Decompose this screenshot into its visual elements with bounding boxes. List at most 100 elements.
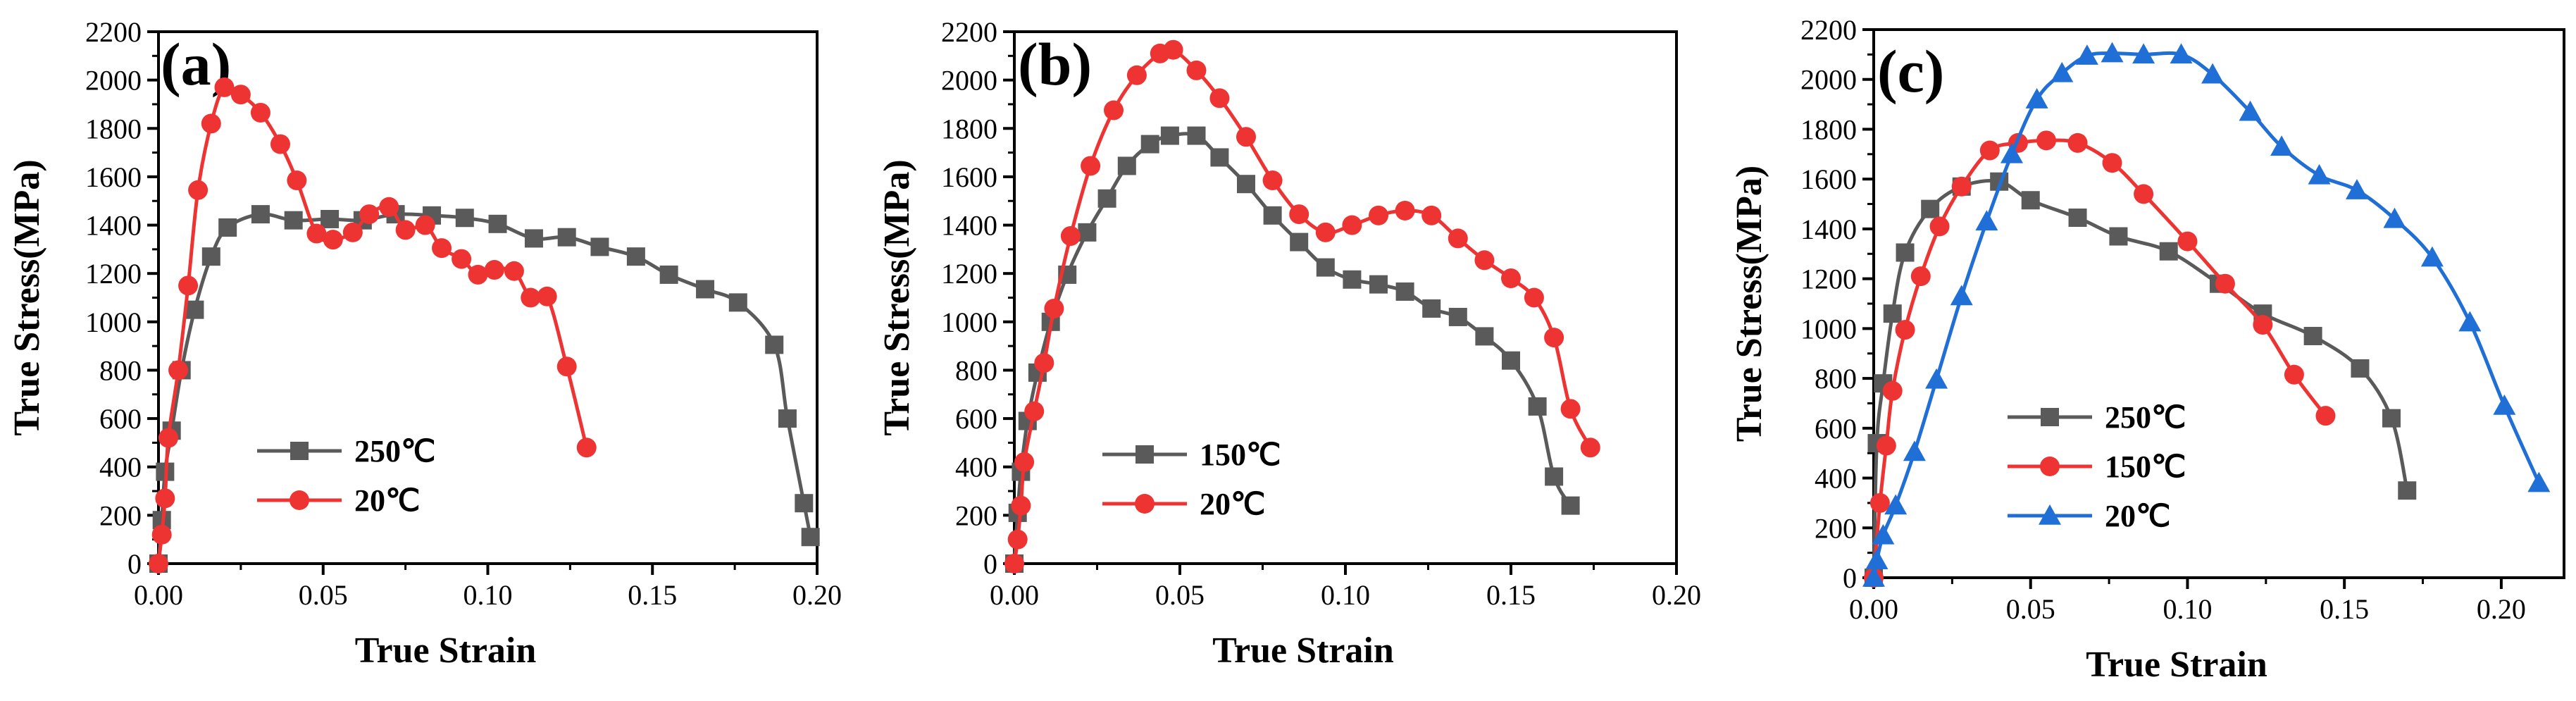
series-line [1872,179,2409,578]
data-point [1422,299,1441,318]
data-point [2315,406,2336,426]
data-point [2253,315,2273,335]
data-point [201,247,220,266]
legend-marker [1135,494,1155,514]
y-axis-title: True Stress(MPa) [1729,166,1769,442]
data-point [1869,492,1890,513]
y-tick-label: 0 [1843,562,1857,594]
data-point [1263,206,1282,225]
data-point [801,528,820,547]
data-point [2284,364,2304,385]
data-point [2036,130,2056,151]
data-point [395,220,416,240]
data-point [1126,65,1147,85]
y-tick-label: 2200 [1800,14,1857,46]
data-point [1474,250,1495,271]
data-point [2051,61,2074,82]
data-point [379,197,399,217]
data-point [2215,273,2235,294]
data-point [284,211,303,230]
data-point [2132,43,2155,64]
data-point [1011,495,1031,516]
x-tick-label: 0.10 [1321,579,1370,611]
data-point [576,438,597,458]
y-tick-label: 600 [1815,413,1857,445]
data-point [2075,44,2098,65]
y-tick-label: 800 [955,354,997,386]
data-point [455,209,474,228]
data-point [2134,184,2154,204]
y-tick-label: 1400 [85,210,142,242]
data-point [1343,270,1362,289]
data-point [2102,153,2122,173]
x-tick-label: 0.10 [2163,593,2212,625]
data-point [626,247,645,266]
legend-marker [1135,445,1154,464]
y-tick-label: 1200 [941,258,997,290]
legend-label: 20℃ [2105,499,2170,533]
legend-marker [2039,504,2061,525]
data-point [2101,42,2124,63]
data-point [218,218,237,237]
data-point [1561,496,1580,515]
x-tick-label: 0.00 [990,579,1039,611]
x-tick-label: 0.00 [1849,593,1898,625]
data-point [2001,142,2023,163]
data-point [2270,135,2294,156]
data-point [1421,205,1442,225]
legend-label: 20℃ [1200,487,1265,521]
y-tick-label: 1000 [1800,313,1857,345]
data-point [452,249,472,269]
data-point [1140,135,1159,154]
data-point [158,428,179,448]
data-point [149,554,168,573]
y-tick-label: 400 [955,452,997,483]
data-point [2170,43,2193,64]
y-tick-label: 1600 [941,161,997,193]
data-point [251,205,270,224]
series-1 [149,205,820,573]
x-tick-label: 0.20 [1652,579,1701,611]
legend-label: 20℃ [354,483,420,518]
data-point [728,293,747,312]
panel-b: 0 200 400 600 800 1000 1200 1400 1600 1800 2000 220… [877,16,1701,671]
panel-c: 0 200 400 600 800 1000 1200 1400 1600 1800 2000 220… [1729,14,2565,685]
data-point [2420,246,2444,267]
y-tick-label: 1400 [1800,213,1857,245]
data-point [557,228,576,247]
data-point [1104,100,1124,120]
series-line [1012,132,1572,564]
series-line [156,212,813,564]
data-point [2201,63,2225,84]
legend-marker [290,442,309,460]
y-tick-label: 2000 [85,65,142,97]
data-point [1448,228,1468,249]
y-tick-label: 0 [983,548,997,580]
data-point [1884,494,1908,515]
data-point [2159,242,2178,261]
data-point [504,261,524,281]
data-point [1524,287,1544,308]
data-point [2382,409,2401,428]
data-point [2398,481,2417,500]
data-point [1544,328,1564,348]
data-point [151,524,172,545]
data-point [1925,368,1948,389]
y-tick-label: 0 [127,548,142,580]
x-tick-label: 0.15 [2320,593,2369,625]
y-tick-label: 400 [99,452,142,483]
x-tick-label: 0.00 [134,579,183,611]
data-point [342,222,363,242]
data-point [2068,208,2087,227]
data-point [778,409,797,428]
data-point [1862,566,1885,587]
data-point [178,275,199,296]
data-point [2346,179,2368,199]
x-tick-label: 0.05 [2006,593,2055,625]
data-point [590,237,609,256]
data-point [659,265,678,284]
legend-marker [2040,457,2060,476]
data-point [1502,351,1520,370]
series-2 [1004,39,1600,573]
